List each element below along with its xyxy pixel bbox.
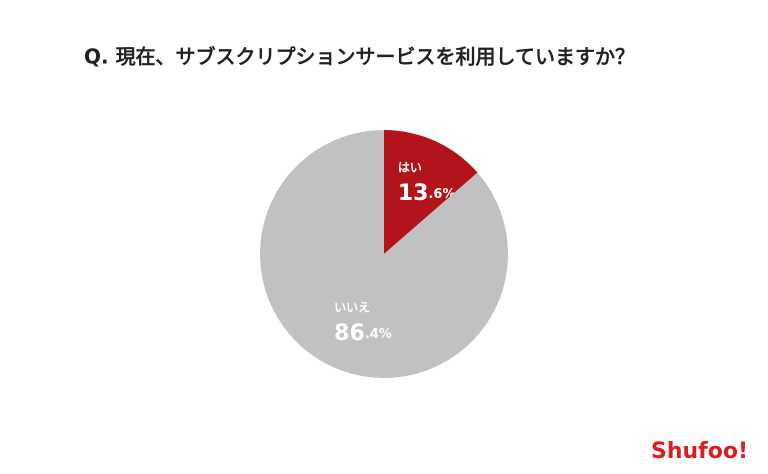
chart-title: Q. 現在、サブスクリプションサービスを利用していますか？	[84, 45, 635, 69]
logo: Shufoo!	[651, 439, 748, 464]
value-label-frac: .4%	[365, 326, 392, 341]
pie-slice	[259, 130, 508, 378]
value-label: 13.6%	[398, 181, 456, 206]
value-label: 86.4%	[334, 321, 392, 346]
pie-slice	[384, 130, 478, 254]
category-label: はい	[398, 161, 422, 175]
value-label-int: 13	[398, 181, 429, 206]
value-label-int: 86	[334, 321, 365, 346]
category-label: いいえ	[334, 300, 370, 314]
